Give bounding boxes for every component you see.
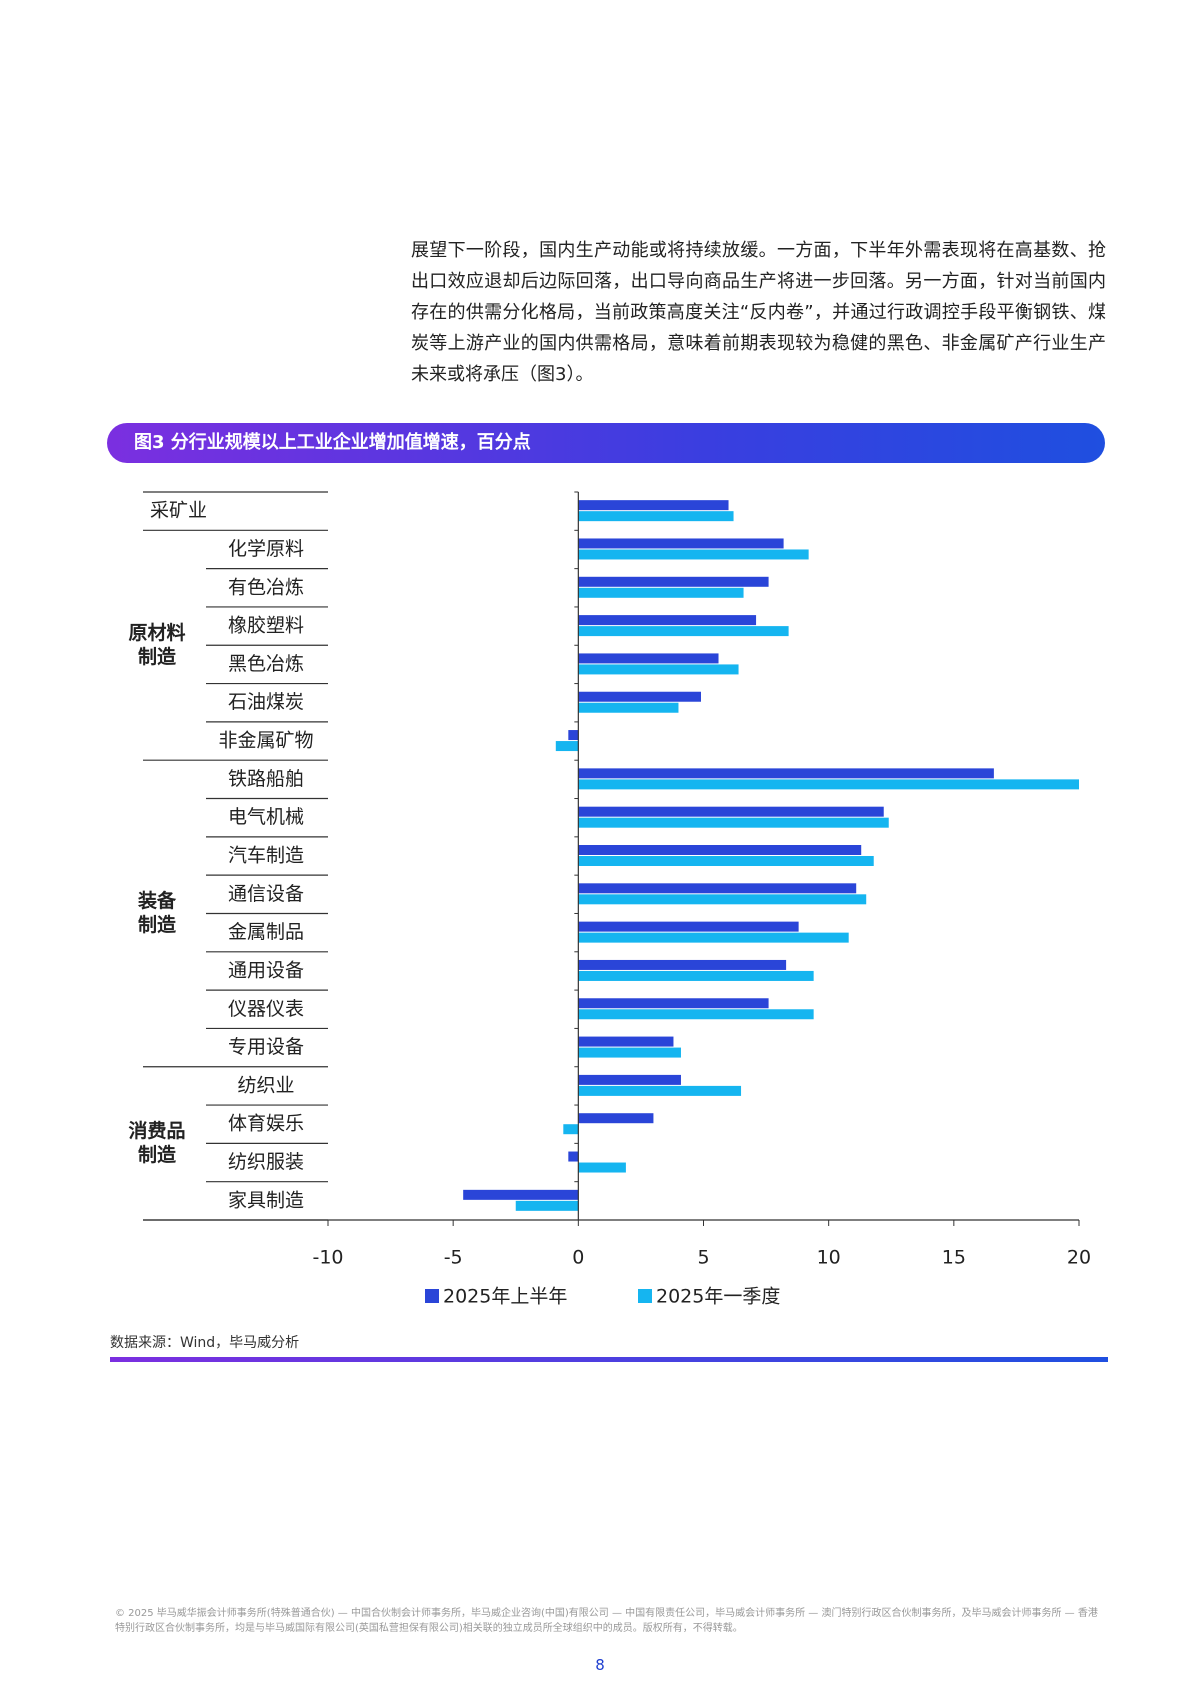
bar [578,921,799,932]
category-label: 铁路船舶 [228,768,304,790]
x-tick-label: 20 [1067,1247,1091,1269]
bar [578,664,739,675]
footer: © 2025 毕马威华振会计师事务所(特殊普通合伙) — 中国合伙制会计师事务所… [115,1608,1098,1634]
bar [515,1200,579,1211]
page-number: 8 [595,1656,605,1674]
x-tick-label: 10 [817,1247,841,1269]
bar [578,626,789,637]
bar [578,768,994,779]
bar [578,932,849,943]
category-label: 电气机械 [228,806,304,828]
category-label: 橡胶塑料 [228,615,304,637]
group-label: 消费品 [128,1119,185,1142]
bar [578,970,814,981]
group-label: 制造 [138,645,177,668]
bar [578,702,679,713]
bar [568,1151,579,1162]
legend-label: 2025年上半年 [443,1286,567,1308]
bar [555,741,579,752]
category-label: 专用设备 [228,1036,304,1058]
bar [578,959,787,970]
category-label: 金属制品 [228,921,304,943]
bar [578,511,734,522]
category-label: 黑色冶炼 [228,653,304,675]
bar [578,576,769,587]
group-label: 制造 [138,1143,177,1166]
x-tick-label: 0 [572,1247,584,1269]
category-label: 通用设备 [228,959,304,981]
legend-swatch [425,1289,439,1303]
bar [578,845,862,855]
group-label: 原材料 [128,621,185,644]
x-tick-label: -5 [444,1247,463,1269]
bar [578,1047,681,1058]
group-label: 制造 [138,913,177,936]
bar [578,615,757,626]
legend-swatch [638,1289,652,1303]
category-label: 仪器仪表 [228,998,304,1020]
category-label: 通信设备 [228,883,304,905]
figure-title: 图3 分行业规模以上工业企业增加值增速，百分点 [107,423,1105,463]
category-label: 非金属矿物 [218,730,313,752]
bar [578,653,719,664]
x-tick-label: 5 [697,1247,709,1269]
bar [578,817,889,828]
bar [578,883,857,894]
bar [578,806,884,817]
bar [578,549,809,560]
bar [578,856,874,866]
bar [578,1085,742,1096]
bar [578,1162,626,1173]
bar [578,691,701,702]
category-label: 有色冶炼 [228,576,304,598]
category-label: 家具制造 [228,1189,304,1211]
category-label: 体育娱乐 [228,1113,304,1135]
x-tick-label: 15 [942,1247,966,1269]
bar [463,1189,579,1200]
category-label: 纺织服装 [228,1151,304,1173]
category-label: 纺织业 [237,1074,294,1096]
divider [110,1357,1108,1362]
bar [578,500,729,511]
bar [578,779,1079,790]
category-label: 化学原料 [228,538,304,560]
legend-label: 2025年一季度 [656,1286,780,1308]
bar [578,998,769,1009]
group-label: 装备 [137,889,177,912]
x-tick-label: -10 [312,1247,343,1269]
bar [578,538,784,549]
bar [578,1113,654,1124]
category-label: 汽车制造 [228,845,304,867]
bar [578,587,744,598]
bar [578,894,867,905]
bar [578,1009,814,1020]
bar [563,1124,579,1135]
paragraph: 展望下一阶段，国内生产动能或将持续放缓。一方面，下半年外需表现将在高基数、抢出口… [411,240,1106,385]
bar [578,1074,681,1085]
source: 数据来源：Wind，毕马威分析 [110,1335,300,1351]
category-label: 石油煤炭 [228,691,304,713]
bar [578,1036,674,1047]
bar [568,730,579,741]
category-label: 采矿业 [150,500,207,522]
